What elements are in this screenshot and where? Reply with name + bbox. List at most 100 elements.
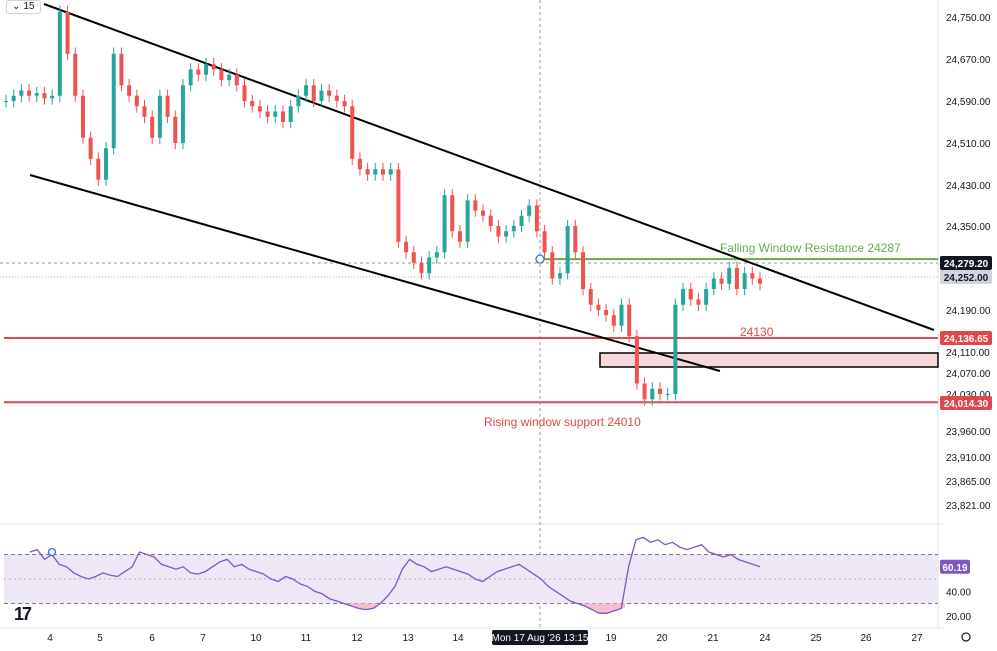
candle-body bbox=[157, 95, 162, 138]
candle-body bbox=[373, 169, 378, 175]
candle-body bbox=[242, 85, 247, 101]
candle-body bbox=[665, 394, 670, 395]
candle-body bbox=[419, 262, 424, 274]
candle-body bbox=[304, 85, 309, 96]
candle-body bbox=[611, 315, 616, 326]
time-tick-label: 24 bbox=[759, 633, 771, 644]
candle-body bbox=[711, 278, 716, 289]
candle-body bbox=[365, 169, 370, 175]
candle-body bbox=[688, 289, 693, 300]
chevron-down-icon: ⌄ bbox=[12, 1, 21, 12]
time-tick-label: 6 bbox=[149, 633, 155, 644]
candle-body bbox=[381, 169, 385, 175]
candle-body bbox=[681, 289, 686, 305]
price-label: 24,136.65 bbox=[944, 334, 989, 345]
time-tick-label: 13 bbox=[402, 633, 414, 644]
price-tick-label: 24,510.00 bbox=[946, 139, 991, 150]
candle-body bbox=[627, 304, 632, 337]
candle-body bbox=[134, 95, 139, 107]
candle-body bbox=[550, 252, 555, 279]
candle-body bbox=[727, 268, 732, 284]
price-tick-label: 23,910.00 bbox=[946, 453, 991, 464]
price-label: 24,279.20 bbox=[944, 259, 989, 270]
time-tick-label: 26 bbox=[860, 633, 872, 644]
price-tick-label: 24,030.00 bbox=[946, 390, 991, 401]
candle-body bbox=[57, 11, 62, 96]
time-tick-label: 12 bbox=[351, 633, 363, 644]
candle-body bbox=[196, 69, 201, 75]
candle-body bbox=[504, 231, 509, 237]
resistance-anchor-point bbox=[535, 254, 545, 264]
time-tick-label: 4 bbox=[47, 633, 53, 644]
candle-body bbox=[234, 74, 239, 86]
time-tick-label: 20 bbox=[656, 633, 668, 644]
candle-body bbox=[65, 11, 70, 54]
candle-body bbox=[4, 101, 8, 102]
time-tick-label: 14 bbox=[452, 633, 464, 644]
interval-selector[interactable]: ⌄ 15 bbox=[6, 0, 41, 14]
candle-body bbox=[288, 106, 293, 122]
candle-body bbox=[165, 95, 170, 117]
candle-body bbox=[573, 226, 578, 253]
candle-body bbox=[19, 90, 24, 96]
candle-body bbox=[496, 226, 501, 237]
candle-body bbox=[404, 241, 409, 253]
candle-body bbox=[327, 90, 332, 96]
candle-body bbox=[596, 304, 601, 310]
candle-body bbox=[34, 93, 39, 96]
candle-body bbox=[650, 388, 655, 400]
candle-body bbox=[388, 169, 393, 175]
candle-body bbox=[511, 226, 516, 232]
candle-body bbox=[273, 111, 278, 117]
candle-body bbox=[80, 95, 85, 138]
candle-body bbox=[50, 95, 55, 99]
oscillator-value-box bbox=[940, 559, 970, 574]
price-tick-label: 24,590.00 bbox=[946, 97, 991, 108]
candle-body bbox=[180, 85, 185, 143]
candle-body bbox=[557, 273, 562, 279]
candle-body bbox=[427, 257, 432, 274]
candle-body bbox=[280, 111, 285, 122]
price-tick-label: 24,750.00 bbox=[946, 13, 991, 24]
price-tick-label: 24,070.00 bbox=[946, 369, 991, 380]
candle-body bbox=[219, 69, 224, 80]
candle-body bbox=[42, 93, 47, 99]
candle-body bbox=[104, 148, 109, 180]
candle-body bbox=[211, 64, 216, 70]
candle-body bbox=[227, 74, 232, 80]
price-tick-label: 24,430.00 bbox=[946, 181, 991, 192]
oscillator-value-label: 60.19 bbox=[942, 563, 967, 574]
gear-icon[interactable] bbox=[961, 632, 971, 642]
candle-body bbox=[473, 200, 478, 211]
candle-body bbox=[188, 69, 193, 86]
oscillator-anchor-point bbox=[47, 547, 57, 557]
price-label-box bbox=[940, 256, 992, 270]
time-tick-label: 10 bbox=[250, 633, 262, 644]
candle-body bbox=[442, 195, 447, 253]
candle-body bbox=[311, 85, 316, 101]
candle-body bbox=[127, 85, 132, 96]
candle-body bbox=[542, 231, 547, 253]
candle-body bbox=[465, 200, 470, 242]
candle-body bbox=[96, 158, 101, 180]
oscillator-tick-label: 20.00 bbox=[946, 612, 971, 623]
candle-body bbox=[296, 95, 301, 107]
price-tick-label: 24,190.00 bbox=[946, 306, 991, 317]
candle-body bbox=[173, 116, 178, 143]
price-label-box bbox=[940, 396, 992, 410]
candle-body bbox=[642, 383, 647, 400]
time-tick-label: 19 bbox=[605, 633, 617, 644]
candle-body bbox=[534, 205, 539, 232]
price-tick-label: 24,670.00 bbox=[946, 55, 991, 66]
price-label: 24,014.30 bbox=[944, 399, 989, 410]
time-tick-label: 25 bbox=[810, 633, 822, 644]
price-label-box bbox=[940, 270, 992, 284]
price-tick-label: 24,350.00 bbox=[946, 222, 991, 233]
candle-body bbox=[257, 106, 262, 112]
time-tick-label: 7 bbox=[200, 633, 206, 644]
annotation-24130: 24130 bbox=[740, 325, 774, 339]
candle-body bbox=[750, 273, 755, 279]
